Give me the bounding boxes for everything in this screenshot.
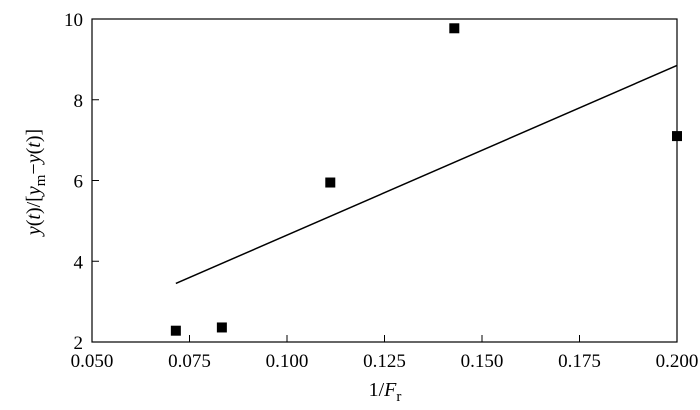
y-axis-title: y(t)/[ym−y(t)]: [23, 129, 49, 237]
x-axis-title: 1/Fr: [369, 379, 402, 405]
y-axis-title-part4: )/[: [23, 195, 45, 214]
y-axis-title-part3: t: [23, 214, 45, 220]
data-point: [170, 325, 181, 336]
x-axis-title-main: 1/: [369, 379, 385, 401]
x-axis-title-var: F: [383, 379, 397, 401]
data-point: [325, 177, 336, 188]
x-tick-label: 0.125: [363, 351, 406, 372]
x-tick-label: 0.150: [461, 351, 504, 372]
y-axis-title-part1: y: [23, 226, 45, 237]
y-tick-label: 4: [74, 252, 84, 273]
y-axis-title-part5: y: [23, 186, 45, 197]
data-point: [672, 131, 682, 142]
y-axis-ticks: 2 4 6 8 10: [64, 10, 99, 354]
y-tick-label: 6: [74, 172, 84, 193]
x-tick-label: 0.075: [168, 351, 211, 372]
y-axis-title-part2: (: [23, 219, 45, 226]
x-tick-label: 0.175: [558, 351, 601, 372]
x-tick-label: 0.200: [656, 351, 699, 372]
fit-line: [175, 64, 678, 285]
y-axis-title-part10: t: [23, 142, 45, 148]
x-tick-label: 0.050: [71, 351, 114, 372]
x-tick-label: 0.100: [266, 351, 309, 372]
data-point: [216, 322, 227, 333]
y-axis-title-part7: −: [23, 163, 45, 174]
y-tick-label: 8: [74, 91, 84, 112]
y-tick-label: 2: [74, 333, 84, 354]
y-axis-title-part6: m: [33, 174, 49, 186]
x-axis-title-sub: r: [396, 389, 401, 405]
data-points: [170, 23, 682, 336]
y-axis-title-part11: )]: [23, 129, 45, 142]
x-axis-ticks: 0.050 0.075 0.100 0.125 0.150 0.175 0.200: [71, 335, 699, 372]
y-axis-title-part8: y: [23, 154, 45, 165]
plot-frame: [91, 18, 678, 343]
y-axis-title-part9: (: [23, 147, 45, 154]
y-tick-label: 10: [64, 10, 83, 31]
data-point: [449, 23, 460, 34]
